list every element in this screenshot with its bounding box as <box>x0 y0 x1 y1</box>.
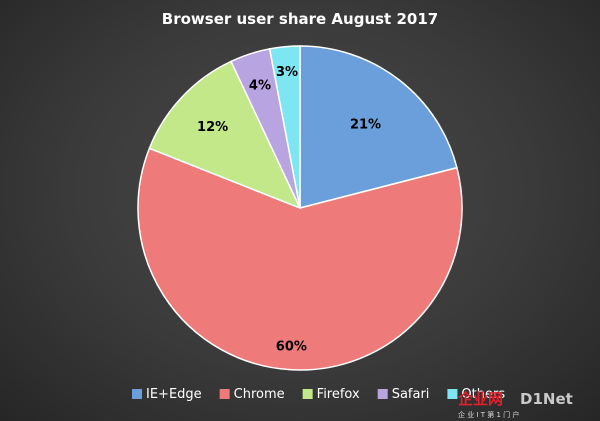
legend-item-firefox: Firefox <box>302 387 360 402</box>
legend-label: Firefox <box>317 387 360 402</box>
pie-slice-labels: 21% 60% 12% 4% 3% <box>197 65 381 355</box>
slice-label-ie-edge: 21% <box>350 118 381 133</box>
watermark-brand-cn: 企业网 <box>457 390 503 408</box>
pie-slice-others <box>268 45 301 209</box>
legend-swatch <box>377 389 388 399</box>
legend: IE+Edge Chrome Firefox Safari Others <box>132 387 505 402</box>
legend-item-ie-edge: IE+Edge <box>132 387 202 402</box>
pie-slice-chrome <box>137 147 463 371</box>
legend-label: Others <box>461 387 505 402</box>
legend-item-safari: Safari <box>377 387 430 402</box>
legend-swatch <box>219 389 230 399</box>
pie-slice-firefox <box>148 60 302 210</box>
watermark-brand-en: D1Net <box>520 390 573 408</box>
watermark-logo: 企业网 D1Net 企 业 I T 第 1 门 户 <box>457 390 573 419</box>
pie-slice-ie-edge <box>299 45 458 209</box>
slice-label-firefox: 12% <box>197 120 228 135</box>
slice-label-safari: 4% <box>249 79 271 94</box>
pie-slices <box>137 45 463 371</box>
legend-swatch <box>132 389 142 399</box>
slice-label-chrome: 60% <box>276 339 307 354</box>
watermark-subtitle: 企 业 I T 第 1 门 户 <box>458 410 519 419</box>
legend-swatch <box>302 389 313 399</box>
legend-label: Chrome <box>234 387 285 402</box>
legend-item-others: Others <box>447 387 505 402</box>
chart-title: Browser user share August 2017 <box>162 10 438 28</box>
slice-label-others: 3% <box>276 65 298 80</box>
legend-item-chrome: Chrome <box>219 387 285 402</box>
legend-label: IE+Edge <box>146 387 202 402</box>
legend-label: Safari <box>392 387 430 402</box>
legend-swatch <box>447 389 458 399</box>
